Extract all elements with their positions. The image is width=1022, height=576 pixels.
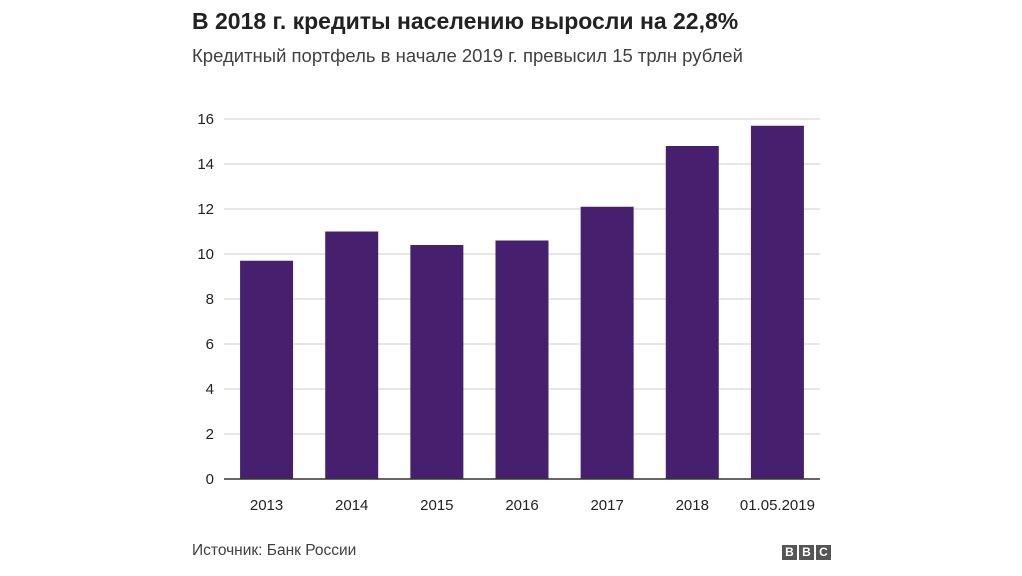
bars (240, 125, 804, 479)
x-tick-label: 2017 (590, 497, 623, 514)
source-note: Источник: Банк России (192, 542, 357, 559)
x-tick-label: 2014 (335, 497, 368, 514)
y-tick-label: 0 (206, 471, 214, 488)
bar-2014 (325, 231, 379, 479)
bbc-logo: B B C (782, 545, 831, 560)
y-tick-label: 8 (206, 291, 214, 308)
bar-2016 (495, 240, 549, 479)
bar-2017 (580, 206, 634, 479)
bar-2013 (240, 260, 294, 479)
y-tick-label: 14 (197, 156, 214, 173)
bar-01.05.2019 (750, 125, 804, 479)
y-tick-label: 12 (197, 201, 214, 218)
y-tick-label: 16 (197, 111, 214, 128)
bbc-logo-letter: B (782, 545, 797, 560)
y-tick-label: 10 (197, 246, 214, 263)
x-tick-label: 01.05.2019 (740, 497, 815, 514)
bar-2015 (410, 245, 464, 479)
y-tick-label: 6 (206, 336, 214, 353)
bar-2018 (665, 146, 719, 479)
y-tick-label: 4 (206, 381, 214, 398)
x-tick-label: 2016 (505, 497, 538, 514)
x-axis-ticks: 2013 2014 2015 2016 2017 2018 01.05.2019 (250, 497, 815, 514)
x-tick-label: 2018 (676, 497, 709, 514)
x-tick-label: 2013 (250, 497, 283, 514)
bbc-logo-letter: C (816, 545, 831, 560)
chart-title: В 2018 г. кредиты населению выросли на 2… (192, 8, 739, 34)
y-axis-ticks: 0 2 4 6 8 10 12 14 16 (197, 111, 214, 488)
bbc-logo-letter: B (799, 545, 814, 560)
x-tick-label: 2015 (420, 497, 453, 514)
y-tick-label: 2 (206, 426, 214, 443)
chart-subtitle: Кредитный портфель в начале 2019 г. прев… (192, 45, 743, 66)
